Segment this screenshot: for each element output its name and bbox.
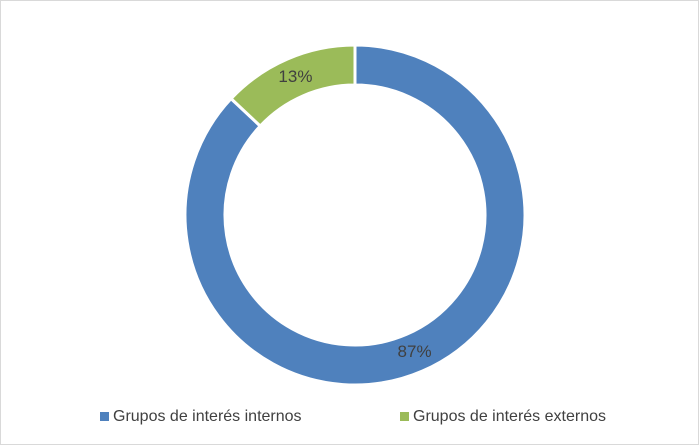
donut-slice bbox=[228, 43, 357, 129]
data-label: 87% bbox=[398, 342, 432, 361]
data-label: 13% bbox=[278, 67, 312, 86]
legend-label: Grupos de interés externos bbox=[413, 408, 606, 425]
legend-swatch bbox=[400, 412, 409, 421]
legend-label: Grupos de interés internos bbox=[113, 408, 302, 425]
donut-slice bbox=[183, 43, 527, 387]
legend-swatch bbox=[100, 412, 109, 421]
